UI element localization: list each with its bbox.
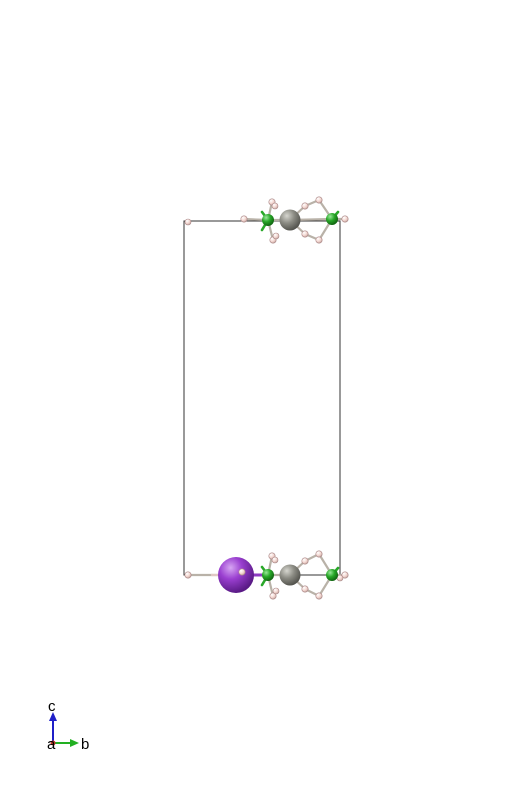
b-axis-arrowhead (70, 739, 79, 747)
boron-atom (326, 213, 338, 225)
hydrogen-atom (272, 232, 280, 240)
hydrogen-atom (341, 215, 349, 223)
a-axis-label: a (47, 736, 56, 753)
hydrogen-atom (341, 571, 349, 579)
hydrogen-atom (301, 230, 309, 238)
a-axis-origin (50, 740, 56, 746)
metal-atom (279, 209, 301, 231)
hydrogen-atom (240, 215, 248, 223)
hydrogen-atom (271, 556, 279, 564)
hydrogen-atom (315, 592, 323, 600)
c-axis-label: c (48, 698, 56, 715)
boron-atom (262, 214, 274, 226)
b-axis-label: b (81, 736, 89, 753)
hydrogen-atom (301, 202, 309, 210)
hydrogen-atom (301, 585, 309, 593)
hydrogen-atom (315, 236, 323, 244)
bottom-cluster (184, 550, 349, 600)
hydrogen-atom (238, 568, 246, 576)
hydrogen-atom (315, 196, 323, 204)
hydrogen-atom (271, 202, 279, 210)
c-axis-arrowhead (49, 712, 57, 721)
unit-cell-outline (183, 220, 341, 576)
top-cluster (184, 196, 349, 244)
hydrogen-atom (315, 550, 323, 558)
hydrogen-atom (269, 592, 277, 600)
axis-indicator: c a b (47, 698, 89, 753)
alkali-atom (218, 557, 254, 593)
hydrogen-atom (184, 218, 192, 226)
boron-atom (262, 569, 274, 581)
hydrogen-atom (184, 571, 192, 579)
hydrogen-atom (301, 557, 309, 565)
hydrogen-atom (272, 587, 280, 595)
metal-atom (279, 564, 301, 586)
boron-atom (326, 569, 338, 581)
